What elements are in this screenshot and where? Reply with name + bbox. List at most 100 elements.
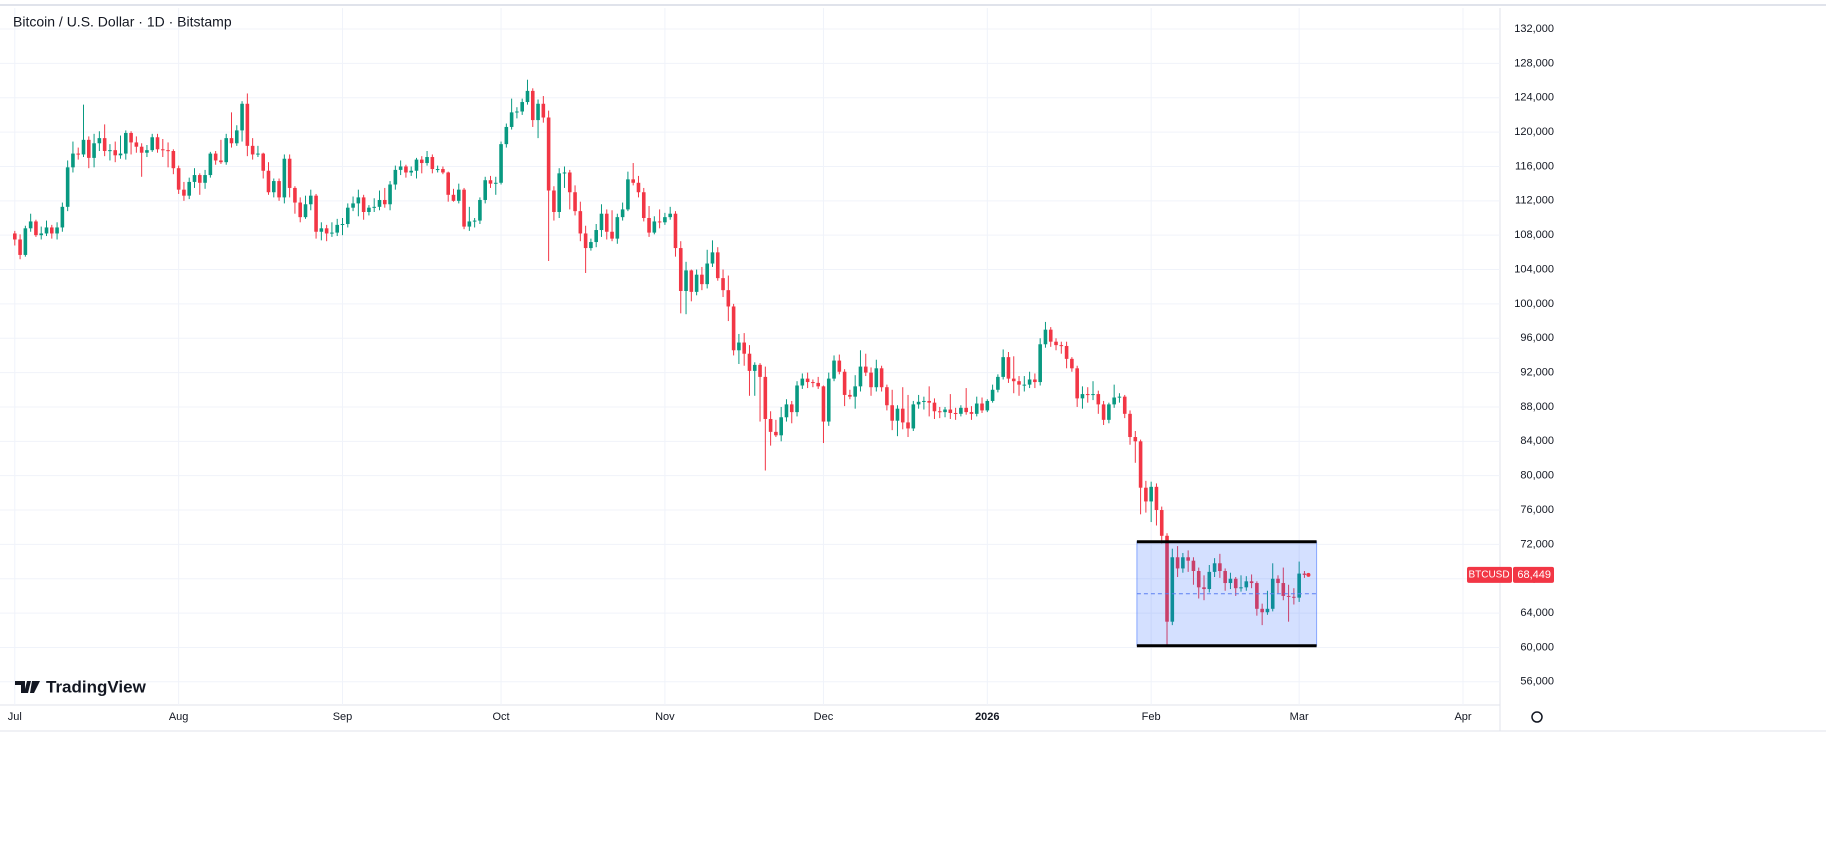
candle-body: [319, 228, 324, 232]
candle-body: [330, 232, 334, 234]
candle-body: [636, 182, 641, 193]
symbol-badge: [1467, 566, 1512, 583]
candle-body: [456, 189, 461, 201]
candle-body: [1101, 404, 1106, 420]
candle-body: [1260, 608, 1264, 613]
candle-body: [39, 233, 44, 236]
candle-body: [435, 169, 440, 171]
candle-body: [219, 160, 223, 163]
y-tick-label: 96,000: [1520, 332, 1554, 344]
candle-body: [948, 409, 953, 413]
candle-body: [1233, 578, 1238, 589]
candle-body: [768, 418, 773, 432]
logo: [15, 681, 40, 693]
candle-body: [552, 190, 556, 212]
candle-body: [1249, 581, 1254, 584]
candle-body: [393, 169, 398, 185]
candle-body: [858, 366, 863, 387]
candle-body: [641, 192, 646, 219]
candle-body: [647, 218, 651, 233]
candle-body: [573, 192, 577, 212]
candle-body: [71, 153, 75, 168]
candle-body: [673, 213, 678, 249]
candle-body: [758, 364, 762, 377]
candle-body: [663, 217, 667, 223]
candle-body: [1006, 357, 1011, 379]
candle-body: [536, 103, 540, 121]
candle-body: [287, 158, 292, 188]
candle-body: [483, 180, 487, 200]
candle-body: [1033, 379, 1037, 383]
y-tick-label: 108,000: [1514, 229, 1554, 241]
candle-body: [361, 197, 366, 212]
candle-body: [1080, 394, 1085, 399]
x-tick-label: Dec: [814, 711, 834, 723]
candle-body: [937, 411, 942, 413]
candle-body: [583, 233, 588, 249]
candle-body: [763, 376, 768, 419]
candle-body: [404, 166, 408, 173]
candle-body: [1223, 571, 1227, 584]
candle-body: [1043, 329, 1048, 345]
x-tick-label: Aug: [169, 711, 189, 723]
candle-body: [166, 150, 170, 152]
candle-body: [652, 221, 657, 233]
candle-body: [213, 153, 218, 161]
candle-body: [86, 139, 91, 158]
candle-body: [1091, 394, 1095, 396]
candle-body: [599, 213, 604, 231]
candle-body: [959, 407, 963, 414]
candle-body: [308, 195, 313, 205]
y-tick-label: 64,000: [1520, 607, 1554, 619]
candle-body: [451, 194, 456, 201]
x-tick-label: Apr: [1454, 711, 1471, 723]
candle-body: [234, 130, 239, 144]
plot: [13, 79, 1318, 648]
candle-body: [1107, 404, 1111, 420]
candle-body: [1017, 381, 1021, 385]
candle-body: [694, 274, 699, 292]
candle-body: [890, 405, 894, 421]
candle-body: [789, 404, 794, 413]
candle-body: [1149, 486, 1153, 502]
candle-body: [28, 221, 33, 229]
candle-body: [224, 138, 229, 163]
candle-body: [1085, 394, 1090, 396]
candle-body: [303, 204, 308, 218]
candle-body: [34, 221, 38, 236]
candle-body: [578, 211, 583, 234]
candle-body: [932, 402, 937, 412]
y-tick-label: 76,000: [1520, 504, 1554, 516]
candle-body: [509, 112, 514, 127]
candle-body: [493, 182, 498, 184]
candle-body: [615, 217, 620, 239]
settings-icon[interactable]: [1531, 711, 1543, 723]
candle-body: [700, 274, 704, 285]
candle-body: [557, 173, 561, 212]
candle-body: [752, 364, 757, 371]
candle-body: [1212, 563, 1217, 572]
candle-body: [472, 220, 477, 222]
candle-body: [1112, 397, 1116, 405]
candle-body: [229, 138, 234, 144]
candle-body: [863, 366, 868, 373]
candle-body: [900, 408, 905, 423]
candle-body: [562, 172, 567, 174]
candle-body: [113, 150, 118, 156]
candle-body: [372, 206, 377, 208]
candle-body: [187, 181, 192, 196]
candle-body: [293, 187, 297, 203]
grid: [0, 8, 1500, 705]
candle-body: [737, 342, 741, 351]
candle-body: [488, 180, 493, 184]
candle-body: [1170, 557, 1175, 622]
watermark: TradingView: [15, 677, 147, 696]
candle-body: [515, 111, 519, 113]
candle-body: [1096, 394, 1101, 405]
candle-body: [800, 378, 805, 386]
y-tick-label: 104,000: [1514, 263, 1554, 275]
candle-body: [895, 408, 900, 421]
candle-body: [969, 412, 974, 414]
candle-body: [1001, 357, 1005, 377]
candle-body: [1011, 378, 1016, 382]
